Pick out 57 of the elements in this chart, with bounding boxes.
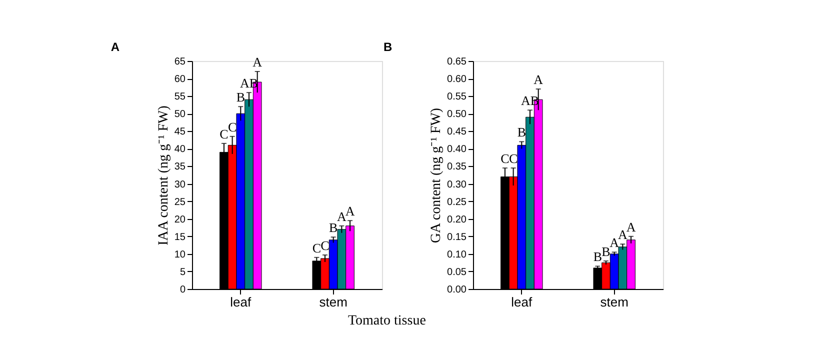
data-label: A xyxy=(252,54,263,70)
y-tick-label: 0.45 xyxy=(447,126,467,138)
x-tick-label: stem xyxy=(319,294,348,310)
y-axis-title: IAA content (ng g⁻¹ FW) xyxy=(156,105,172,246)
y-tick-label: 55 xyxy=(174,92,186,103)
data-label: C xyxy=(320,238,330,253)
data-label: AB xyxy=(520,93,540,108)
y-tick-label: 40 xyxy=(174,144,186,156)
data-label: B xyxy=(236,90,246,105)
x-axis-title: Tomato tissue xyxy=(348,314,426,328)
data-label: A xyxy=(336,208,347,224)
y-tick-label: 0.05 xyxy=(447,266,467,278)
y-tick-label: 30 xyxy=(174,179,186,190)
y-tick-label: 50 xyxy=(174,109,186,120)
data-label: C xyxy=(508,150,518,166)
y-tick-label: 0.15 xyxy=(447,232,467,243)
y-tick-label: 0.35 xyxy=(447,162,467,173)
data-label: B xyxy=(329,220,338,236)
y-tick-label: 0 xyxy=(180,284,186,296)
y-tick-label: 0.55 xyxy=(447,92,467,103)
x-tick-label: stem xyxy=(600,294,628,310)
y-tick-label: 0.65 xyxy=(447,56,467,68)
y-tick-label: 0.30 xyxy=(447,179,467,190)
data-label: C xyxy=(312,240,321,256)
y-axis-title: GA content (ng g⁻¹ FW) xyxy=(429,108,444,244)
y-tick-label: 0.50 xyxy=(447,109,467,120)
y-tick-label: 0.20 xyxy=(447,214,467,226)
y-tick-label: 0.60 xyxy=(447,74,467,86)
data-label: C xyxy=(228,119,237,134)
data-label: B xyxy=(602,244,611,259)
y-tick-label: 15 xyxy=(174,232,186,243)
data-label: A xyxy=(618,227,628,242)
y-tick-label: 35 xyxy=(174,162,186,173)
data-label: B xyxy=(517,124,526,140)
y-tick-label: 45 xyxy=(174,126,186,138)
data-label: B xyxy=(593,249,602,264)
y-tick-label: 60 xyxy=(174,74,186,86)
data-label: C xyxy=(220,126,228,142)
y-tick-label: 0.40 xyxy=(447,144,467,156)
data-label: A xyxy=(345,204,356,219)
y-tick-label: 25 xyxy=(174,196,186,208)
x-tick-label: leaf xyxy=(511,294,533,310)
y-tick-label: 0.10 xyxy=(447,249,467,260)
chart-title: A xyxy=(110,40,120,54)
chart-title: B xyxy=(384,40,393,54)
data-label: A xyxy=(610,235,620,250)
y-tick-label: 5 xyxy=(180,266,186,278)
y-tick-label: 65 xyxy=(174,56,186,68)
data-label: AB xyxy=(240,76,258,91)
y-tick-label: 10 xyxy=(174,249,186,260)
data-label: A xyxy=(534,72,544,88)
y-tick-label: 0.25 xyxy=(447,196,467,208)
y-tick-label: 0.00 xyxy=(447,284,467,296)
y-tick-label: 20 xyxy=(174,214,186,226)
x-tick-label: leaf xyxy=(230,294,252,310)
data-label: C xyxy=(500,150,510,166)
data-label: A xyxy=(626,219,636,234)
